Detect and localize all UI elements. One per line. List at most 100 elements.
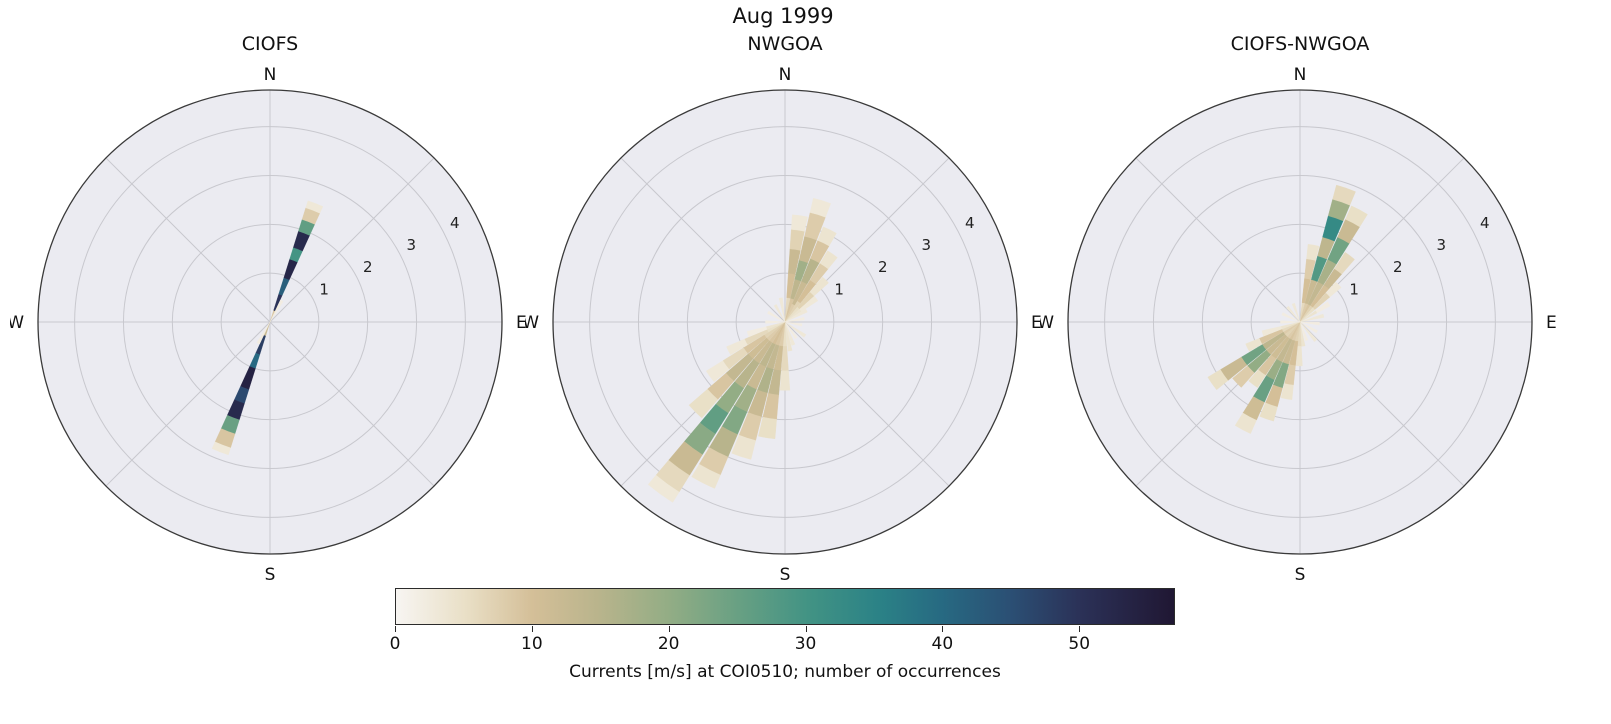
petal-segment: [726, 338, 748, 356]
petal-segment: [1334, 252, 1355, 275]
cardinal-label-s: S: [1295, 565, 1306, 582]
petal-segment: [1248, 369, 1266, 388]
petal-segment: [773, 304, 786, 323]
grid-spoke: [620, 157, 786, 323]
petal-segment: [1280, 320, 1301, 324]
petal-segment: [809, 276, 829, 297]
colorbar-tick-mark: [942, 626, 944, 632]
petal-segment: [269, 299, 284, 323]
petal-segment: [305, 200, 324, 214]
radial-tick-label: 2: [1393, 258, 1403, 276]
petal-segment: [784, 321, 807, 338]
cardinal-label-n: N: [264, 65, 277, 85]
petal-segment: [1299, 321, 1318, 334]
petal-segment: [819, 250, 838, 270]
cardinal-label-e: E: [1546, 313, 1557, 333]
radial-tick-label: 4: [450, 214, 460, 232]
radial-tick-label: 4: [1480, 214, 1490, 232]
petal-segment: [758, 416, 777, 440]
radial-tick-label: 2: [363, 258, 373, 276]
colorbar-ticks: 0 10 20 30 40 50: [390, 625, 1175, 659]
grid-spoke: [1135, 157, 1301, 323]
petals: [1207, 184, 1368, 434]
polar-rim: [37, 89, 503, 555]
grid-spoke: [269, 321, 435, 487]
petals: [211, 200, 324, 456]
colorbar-tick-label: 10: [521, 634, 543, 654]
petal-segment: [1261, 326, 1283, 337]
grid-spoke: [1299, 321, 1465, 487]
petal-segment: [1286, 305, 1301, 323]
colorbar-tick-mark: [1079, 626, 1081, 632]
colorbar-tick-label: 50: [1068, 634, 1091, 654]
petal-segment: [688, 388, 719, 419]
petal-segment: [779, 370, 791, 391]
grid-spoke: [784, 321, 950, 487]
cardinal-label-s: S: [780, 565, 791, 582]
petal-segment: [746, 326, 768, 337]
colorbar-tick-mark: [395, 626, 396, 632]
cardinal-label-n: N: [779, 65, 792, 85]
radial-tick-label: 1: [1349, 280, 1359, 298]
petal-segment: [1306, 244, 1320, 261]
petal-segment: [784, 321, 793, 352]
grid-spoke: [269, 157, 435, 323]
cardinal-label-s: S: [265, 565, 276, 582]
rose-chart-nwgoa: N S W E 1 2 3 4: [525, 65, 1042, 582]
petal-segment: [765, 320, 786, 324]
colorbar-tick-label: 40: [931, 634, 954, 654]
petal-segment: [1295, 346, 1303, 367]
colorbar-label: Currents [m/s] at COI0510; number of occ…: [569, 662, 1001, 682]
petal-segment: [1315, 301, 1331, 314]
cardinal-label-w: W: [1040, 313, 1054, 333]
cardinal-label-n: N: [1294, 65, 1307, 85]
colorbar-tick-label: 30: [794, 634, 817, 654]
petal-segment: [1299, 321, 1318, 343]
petal-segment: [791, 214, 808, 232]
radial-tick-label: 4: [965, 214, 975, 232]
radial-tick-label: 3: [406, 236, 416, 254]
cardinal-label-e: E: [1031, 313, 1042, 333]
petal-segment: [1345, 205, 1368, 228]
cardinal-label-e: E: [516, 313, 527, 333]
figure-title: Aug 1999: [732, 4, 834, 28]
petals: [647, 197, 838, 503]
petal-segment: [1280, 383, 1294, 400]
colorbar-gradient: [395, 588, 1175, 625]
radial-tick-label: 3: [1436, 236, 1446, 254]
subplot-title-ciofs-nwgoa: CIOFS-NWGOA: [1230, 33, 1370, 55]
cardinal-label-w: W: [525, 313, 539, 333]
petal-segment: [1332, 184, 1356, 206]
petal-segment: [211, 441, 231, 456]
petal-segment: [1291, 302, 1301, 323]
petal-segment: [784, 308, 808, 323]
petal-segment: [691, 463, 721, 489]
petal-segment: [1207, 369, 1229, 391]
petal-segment: [647, 474, 680, 503]
petal-segment: [784, 321, 803, 327]
petal-segment: [778, 297, 786, 323]
colorbar-tick-mark: [531, 626, 533, 632]
colorbar-tick-mark: [805, 626, 807, 632]
polar-rim: [552, 89, 1018, 555]
petal-segment: [1245, 338, 1263, 352]
petal-segment: [1299, 321, 1309, 342]
cardinal-label-w: W: [10, 313, 24, 333]
radial-tick-label: 3: [921, 236, 931, 254]
petal-segment: [1281, 312, 1301, 323]
petal-segment: [1234, 412, 1257, 434]
petal-segment: [731, 434, 756, 460]
petal-segment: [784, 321, 796, 346]
colorbar-tick-label: 0: [389, 634, 401, 654]
petal-segment: [256, 321, 271, 345]
petal-segment: [817, 226, 837, 247]
petal-segment: [1299, 313, 1325, 323]
petal-segment: [705, 360, 730, 383]
radial-tick-label: 1: [319, 280, 329, 298]
radial-tick-label: 1: [834, 280, 844, 298]
petal-segment: [1325, 281, 1342, 298]
rose-chart-ciofs: N S W E 1 2 3 4: [10, 65, 527, 582]
grid-spoke: [105, 321, 271, 487]
petal-segment: [809, 197, 831, 218]
